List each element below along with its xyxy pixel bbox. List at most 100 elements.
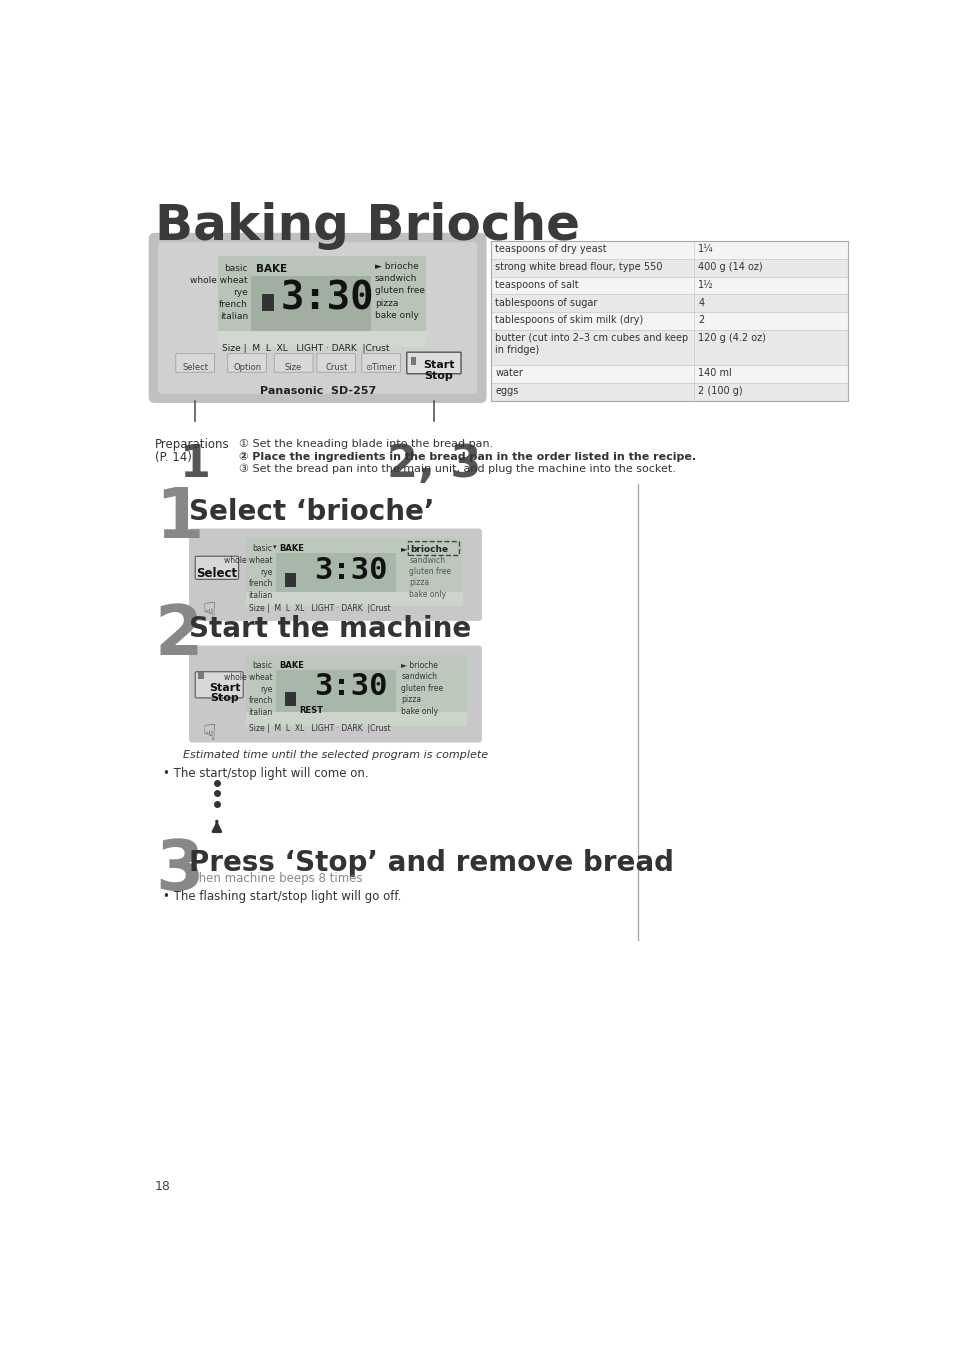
Text: Crust: Crust [325,363,347,373]
Text: brioche: brioche [410,544,448,554]
Bar [285,691,295,706]
Text: BAKE: BAKE [278,544,303,554]
Bar [491,242,847,259]
Bar [251,275,371,344]
Text: Press ‘Stop’ and remove bread: Press ‘Stop’ and remove bread [189,849,673,878]
Bar [410,356,416,365]
Bar [491,259,847,277]
Text: ☟: ☟ [202,602,215,622]
FancyBboxPatch shape [189,645,481,742]
Bar [285,574,295,587]
Text: • The flashing start/stop light will go off.: • The flashing start/stop light will go … [162,891,400,903]
Text: 2 (100 g): 2 (100 g) [698,386,742,396]
Text: 4: 4 [698,297,703,308]
Bar [491,277,847,294]
FancyBboxPatch shape [195,672,243,698]
Text: 3:30: 3:30 [314,556,387,586]
FancyBboxPatch shape [149,232,486,404]
Text: 1¼: 1¼ [698,244,713,254]
Text: Preparations: Preparations [154,437,230,451]
Text: BAKE: BAKE [278,662,303,670]
Bar [218,331,426,347]
Text: ► brioche
sandwich
gluten free
pizza
bake only: ► brioche sandwich gluten free pizza bak… [375,262,424,320]
Text: ⊙Timer: ⊙Timer [365,363,396,373]
Text: 3: 3 [154,837,203,903]
FancyBboxPatch shape [158,242,476,394]
Bar [275,554,395,603]
Text: 2, 3: 2, 3 [386,443,480,486]
Text: 1: 1 [179,443,211,486]
Text: Size |  M  L  XL   LIGHT · DARK  |Crust: Size | M L XL LIGHT · DARK |Crust [249,603,391,613]
Text: Size |  M  L  XL   LIGHT · DARK  |Crust: Size | M L XL LIGHT · DARK |Crust [222,344,390,354]
Text: 120 g (4.2 oz): 120 g (4.2 oz) [698,333,765,343]
Text: ►: ► [401,544,408,554]
Text: ☟: ☟ [202,724,215,744]
Text: Select ‘brioche’: Select ‘brioche’ [189,498,434,525]
Text: teaspoons of dry yeast: teaspoons of dry yeast [495,244,606,254]
Bar [246,591,463,606]
Text: Baking Brioche: Baking Brioche [154,202,579,250]
Text: ② Place the ingredients in the bread pan in the order listed in the recipe.: ② Place the ingredients in the bread pan… [239,451,696,462]
Text: ① Set the kneading blade into the bread pan.: ① Set the kneading blade into the bread … [239,439,493,450]
Text: ► brioche
sandwich
gluten free
pizza
bake only: ► brioche sandwich gluten free pizza bak… [401,662,443,716]
Text: sandwich
gluten free
pizza
bake only: sandwich gluten free pizza bake only [409,556,451,598]
Text: tablespoons of sugar: tablespoons of sugar [495,297,597,308]
Text: basic
whole wheat
rye
french
italian: basic whole wheat rye french italian [190,263,248,321]
Text: REST: REST [298,706,323,714]
Text: butter (cut into 2–3 cm cubes and keep
in fridge): butter (cut into 2–3 cm cubes and keep i… [495,333,688,355]
Text: BAKE: BAKE [255,263,287,274]
Text: Estimated time until the selected program is complete: Estimated time until the selected progra… [183,751,488,760]
Text: Option: Option [233,363,261,373]
Text: water: water [495,369,522,378]
Bar [275,670,395,724]
Bar [261,294,274,312]
Bar [491,294,847,312]
Text: Select: Select [182,363,208,373]
Text: eggs: eggs [495,386,518,396]
Bar [198,672,204,679]
FancyBboxPatch shape [175,354,214,373]
Text: tablespoons of skim milk (dry): tablespoons of skim milk (dry) [495,316,642,325]
Text: teaspoons of salt: teaspoons of salt [495,279,578,290]
Text: ③ Set the bread pan into the main unit, and plug the machine into the socket.: ③ Set the bread pan into the main unit, … [239,464,676,474]
Text: 18: 18 [154,1180,171,1193]
Bar [491,329,847,366]
Text: Panasonic  SD-257: Panasonic SD-257 [259,386,375,396]
Text: 1: 1 [154,486,203,552]
Text: 140 ml: 140 ml [698,369,731,378]
Bar [491,312,847,329]
FancyBboxPatch shape [189,528,481,621]
Bar [491,242,847,401]
FancyBboxPatch shape [228,354,266,373]
Text: basic
whole wheat
rye
french
italian: basic whole wheat rye french italian [224,544,273,601]
Text: Size: Size [285,363,302,373]
Text: 1½: 1½ [698,279,713,290]
Text: 2: 2 [698,316,703,325]
Text: when machine beeps 8 times: when machine beeps 8 times [189,872,362,886]
Text: 2: 2 [154,602,203,670]
Bar [246,655,467,726]
Text: basic
whole wheat
rye
french
italian: basic whole wheat rye french italian [224,662,273,717]
Text: strong white bread flour, type 550: strong white bread flour, type 550 [495,262,662,273]
Text: 400 g (14 oz): 400 g (14 oz) [698,262,762,273]
FancyBboxPatch shape [316,354,355,373]
Text: Start
Stop: Start Stop [422,360,454,381]
Bar [491,366,847,383]
Text: Start the machine: Start the machine [189,614,471,643]
Text: Size |  M  L  XL   LIGHT · DARK  |Crust: Size | M L XL LIGHT · DARK |Crust [249,724,391,733]
FancyBboxPatch shape [274,354,313,373]
Text: Select: Select [196,567,237,580]
Bar [246,711,467,726]
Bar [218,256,426,347]
FancyBboxPatch shape [406,352,460,374]
FancyBboxPatch shape [195,556,238,579]
Text: • The start/stop light will come on.: • The start/stop light will come on. [162,767,368,780]
Text: (P. 14): (P. 14) [154,451,192,464]
Text: 3:30: 3:30 [314,672,387,701]
Text: Start
Stop: Start Stop [209,683,240,703]
Text: 3:30: 3:30 [280,279,374,317]
Bar [491,383,847,401]
FancyBboxPatch shape [361,354,400,373]
Text: ▾: ▾ [273,544,276,549]
Bar [246,537,463,606]
